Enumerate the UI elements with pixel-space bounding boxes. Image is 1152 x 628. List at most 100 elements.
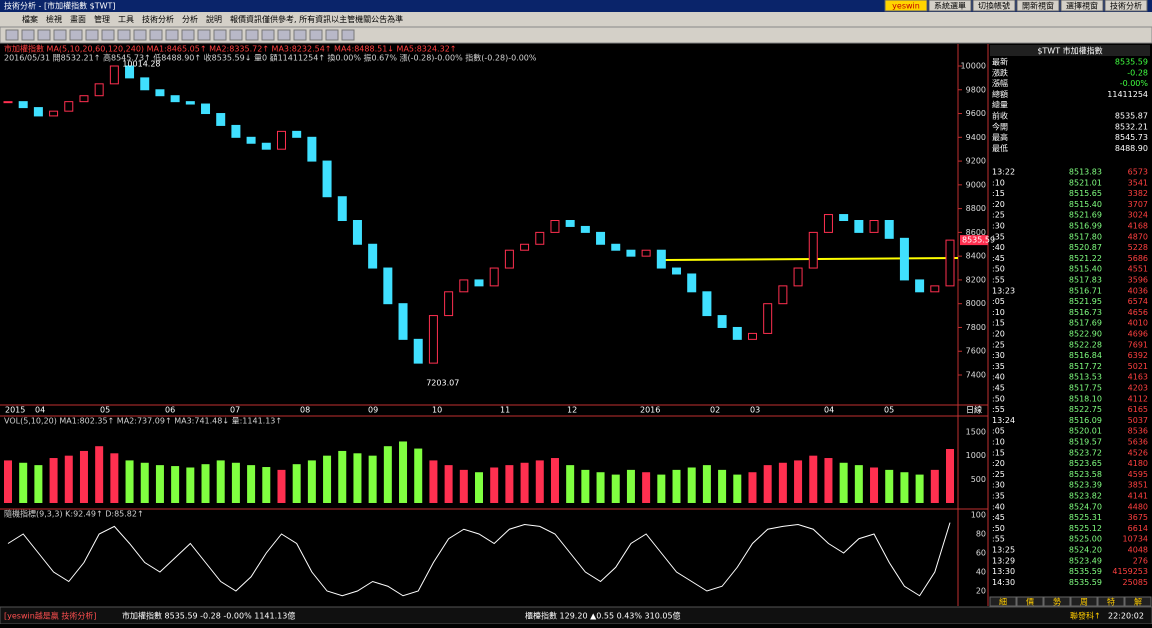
tick-price: 8525.00 [1069,535,1102,544]
y-tick-label: 8800 [966,204,986,213]
top-button[interactable] [1104,0,1148,12]
toolbar-icon[interactable] [5,29,19,41]
candle [170,95,180,103]
candle [565,220,575,227]
quote-label: 最低 [992,143,1008,153]
tick-price: 8522.90 [1069,330,1102,339]
tick-volume: 6392 [1128,351,1148,360]
y-tick-label: 9400 [966,133,986,142]
tick-time: 13:23 [992,286,1015,295]
top-button[interactable] [972,0,1016,12]
tick-price: 8525.31 [1069,513,1102,522]
menu-item[interactable]: 技術分析 [142,14,174,24]
menu-item[interactable]: 報價資訊僅供參考, 所有資訊以主管機關公告為準 [230,14,403,24]
tick-price: 8517.72 [1069,362,1102,371]
volume-bar [64,455,73,503]
tick-volume: 4480 [1128,502,1148,511]
toolbar-icon[interactable] [117,29,131,41]
toolbar-icon[interactable] [101,29,115,41]
panel-tab[interactable] [1016,596,1044,607]
status-index: 櫃檯指數 129.20 ▲0.55 0.43% 310.05億 [525,611,681,621]
quote-label: 最新 [992,57,1008,67]
candle [276,130,286,150]
candle [626,249,636,257]
panel-tab[interactable] [1070,596,1098,607]
toolbar-icon[interactable] [53,29,67,41]
tick-time: :20 [992,459,1005,468]
candle [656,249,666,269]
candle [398,303,408,340]
candle [140,77,150,91]
y-tick-label: 7400 [966,371,986,380]
toolbar-icon[interactable] [37,29,51,41]
x-tick-label: 09 [368,406,378,415]
volume-bar [702,465,711,503]
toolbar-icon[interactable] [149,29,163,41]
volume-bar [733,474,742,503]
toolbar-icon[interactable] [165,29,179,41]
toolbar-icon[interactable] [325,29,339,41]
tick-price: 8522.75 [1069,405,1102,414]
menu-item[interactable]: 畫面 [70,14,86,24]
menu-item[interactable]: 工具 [118,15,134,24]
top-button[interactable] [928,0,972,12]
volume-bar [353,453,362,503]
top-button[interactable] [884,0,928,12]
volume-bar [262,467,271,503]
tick-time: :15 [992,448,1005,457]
tick-volume: 3024 [1128,211,1148,220]
toolbar-icon[interactable] [21,29,35,41]
y-tick-label: 100 [971,511,986,520]
toolbar-icon[interactable] [341,29,355,41]
y-tick-label: 9800 [966,85,986,94]
panel-tab[interactable] [989,596,1017,607]
quote-value: -0.00% [1120,79,1149,88]
tick-price: 8516.73 [1069,308,1102,317]
panel-tab[interactable] [1097,596,1125,607]
toolbar-icon[interactable] [181,29,195,41]
y-tick-label: 8200 [966,275,986,284]
tick-time: :05 [992,297,1005,306]
toolbar-icon[interactable] [69,29,83,41]
tick-time: :50 [992,394,1005,403]
top-button[interactable] [1016,0,1060,12]
toolbar-icon[interactable] [261,29,275,41]
candle [18,101,28,109]
panel-tab[interactable] [1124,596,1152,607]
candle [246,136,256,144]
candle [687,273,697,293]
panel-tab-label: 細 [999,597,1007,607]
toolbar-icon[interactable] [277,29,291,41]
volume-bar [110,453,119,503]
toolbar-icon[interactable] [309,29,323,41]
toolbar-icon[interactable] [133,29,147,41]
toolbar-icon[interactable] [213,29,227,41]
menu-item[interactable]: 管理 [94,14,110,24]
tick-volume: 5037 [1128,416,1148,425]
menu-item[interactable]: 檔案 [22,14,38,24]
panel-tab-label: 解 [1134,597,1142,607]
menu-item[interactable]: 說明 [206,14,222,24]
tick-volume: 6165 [1128,405,1148,414]
tick-time: :05 [992,427,1005,436]
tick-volume: 4036 [1128,286,1148,295]
y-tick-label: 9600 [966,109,986,118]
panel-tab[interactable] [1043,596,1071,607]
x-tick-label: 07 [230,406,240,415]
candle [550,220,560,233]
top-button[interactable] [1060,0,1104,12]
volume-bar [794,460,803,503]
tick-time: 13:29 [992,556,1015,565]
tick-time: :40 [992,243,1005,252]
tick-volume: 4048 [1128,546,1148,555]
tick-volume: 4112 [1128,394,1148,403]
toolbar-icon[interactable] [245,29,259,41]
toolbar-icon[interactable] [293,29,307,41]
toolbar-icon[interactable] [85,29,99,41]
tick-price: 8516.09 [1069,416,1102,425]
toolbar-icon[interactable] [229,29,243,41]
candle [869,220,879,233]
menu-item[interactable]: 分析 [182,14,198,24]
menu-item[interactable]: 檢視 [46,14,62,24]
toolbar-icon[interactable] [197,29,211,41]
